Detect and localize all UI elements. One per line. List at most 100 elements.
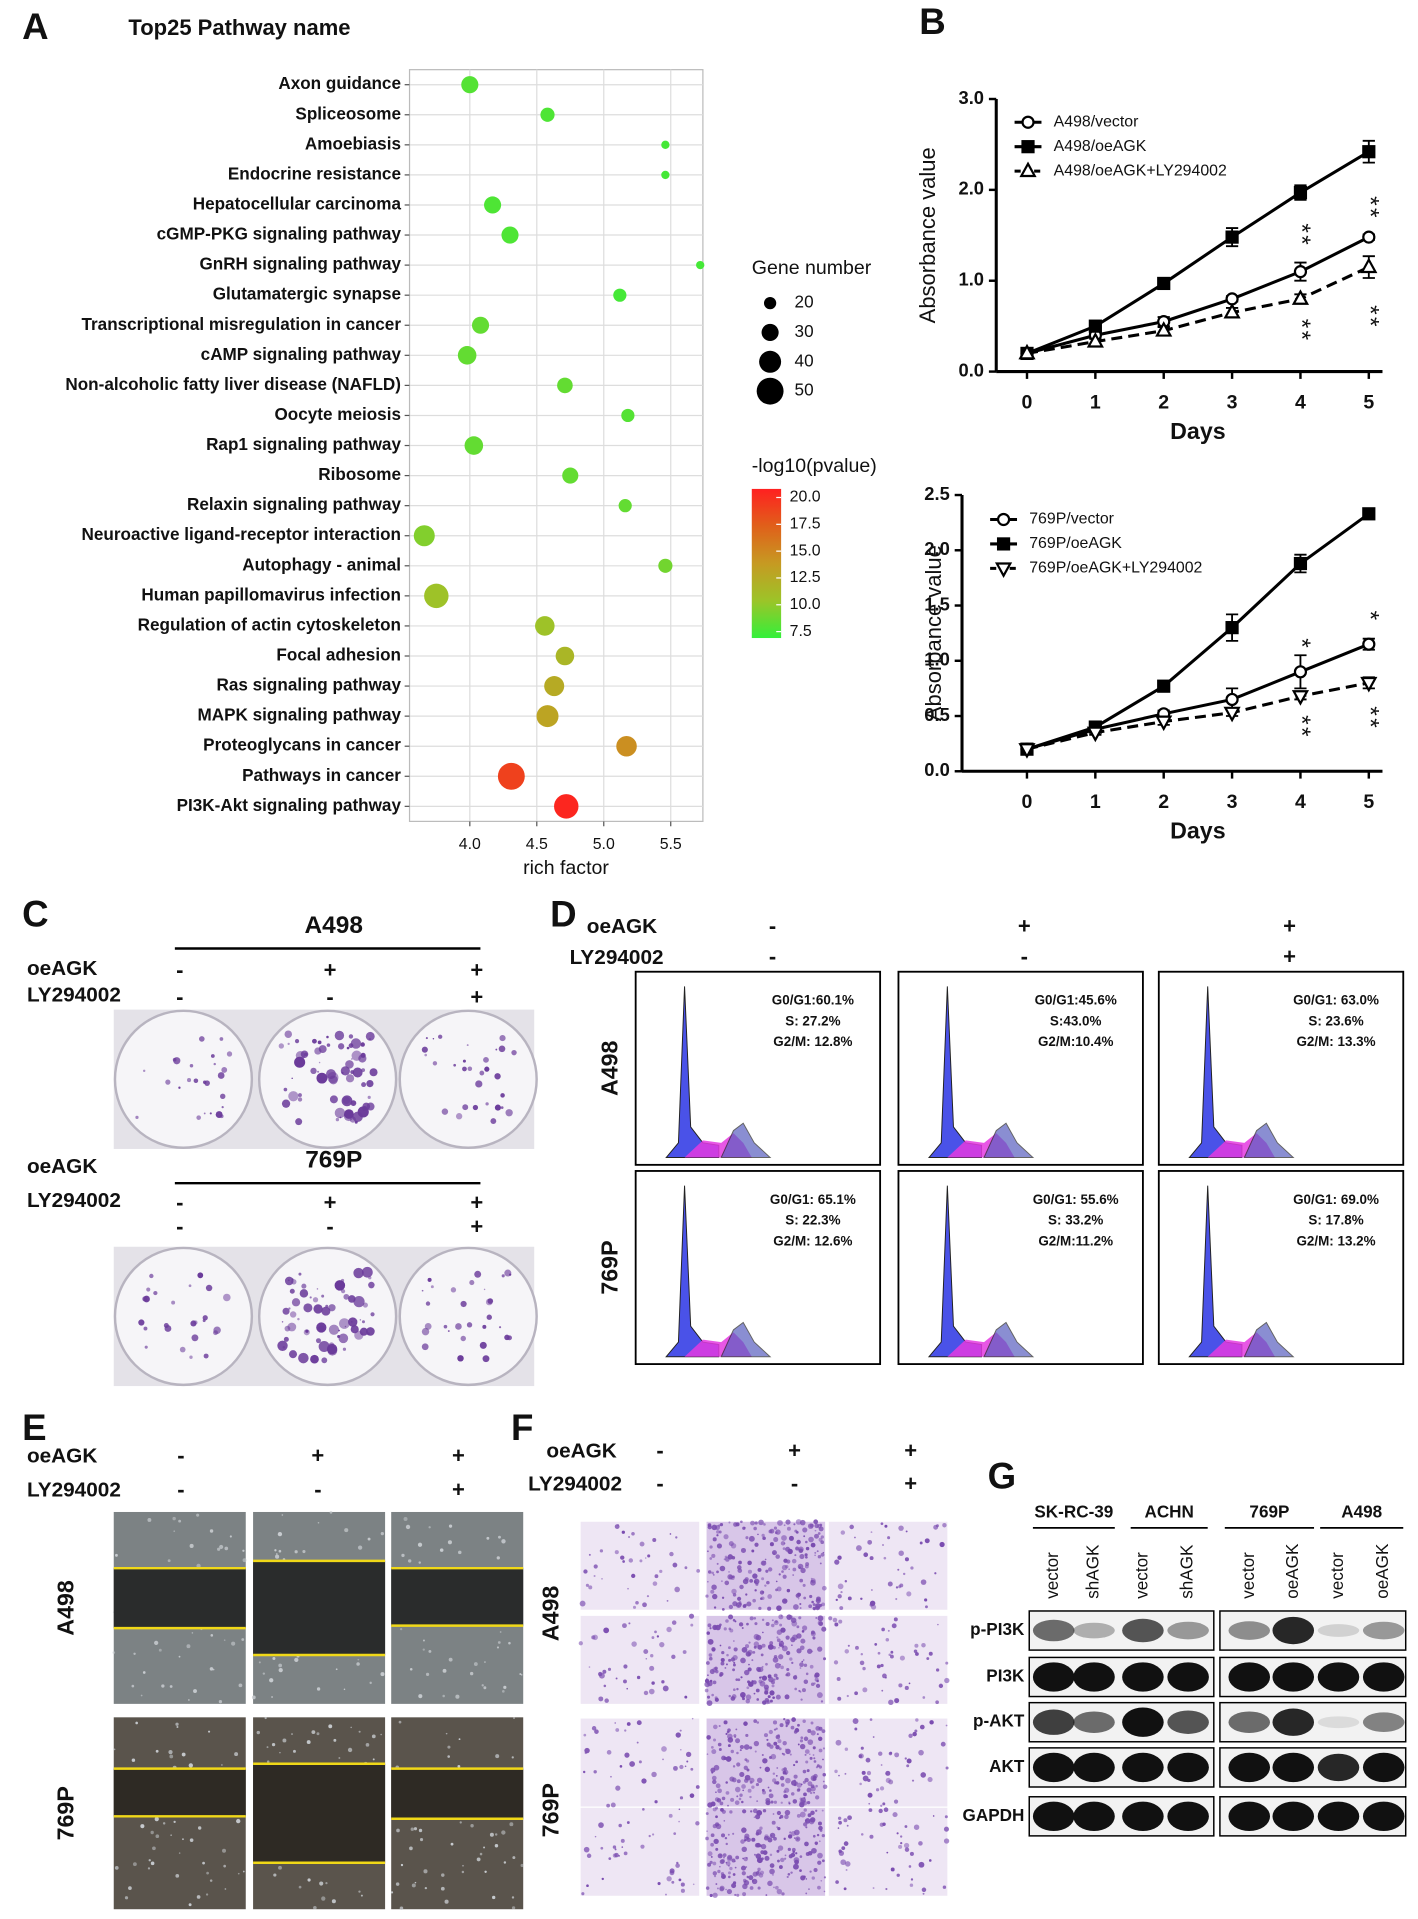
speck <box>783 1558 788 1563</box>
speck <box>772 1873 774 1876</box>
speck <box>797 1597 800 1600</box>
speck <box>500 1106 504 1110</box>
speck <box>741 1784 746 1789</box>
speck <box>749 1579 754 1583</box>
speck <box>154 1640 159 1646</box>
speck <box>317 1070 320 1073</box>
speck <box>744 1774 751 1781</box>
speck <box>505 1109 513 1117</box>
speck <box>773 1678 776 1681</box>
speck <box>479 1341 487 1349</box>
speck <box>760 1653 764 1657</box>
blot-band <box>1122 1662 1164 1692</box>
speck <box>209 1879 213 1882</box>
speck <box>811 1847 817 1854</box>
speck <box>803 1808 807 1812</box>
speck <box>847 1596 852 1601</box>
speck <box>258 1661 261 1664</box>
speck <box>787 1847 791 1852</box>
speck <box>869 1600 876 1607</box>
speck <box>709 1557 713 1560</box>
speck <box>226 1051 233 1057</box>
speck <box>910 1878 914 1881</box>
speck <box>928 1859 932 1862</box>
speck <box>142 1296 148 1302</box>
speck <box>624 1729 627 1732</box>
speck <box>193 1320 198 1325</box>
speck <box>721 1608 725 1611</box>
speck <box>837 1827 840 1829</box>
speck <box>790 1636 796 1643</box>
speck <box>669 1870 675 1876</box>
x-tick-label: 3 <box>1227 791 1238 813</box>
speck <box>175 1722 179 1726</box>
speck <box>799 1667 802 1669</box>
speck <box>796 1539 801 1545</box>
treatment-mark: + <box>470 958 483 983</box>
speck <box>915 1718 919 1722</box>
speck <box>818 1736 823 1741</box>
speck <box>712 1648 716 1652</box>
speck <box>713 1724 718 1730</box>
speck <box>586 1853 592 1859</box>
speck <box>753 1719 758 1723</box>
speck <box>720 1872 725 1876</box>
speck <box>713 1875 717 1878</box>
speck <box>752 1680 757 1685</box>
speck <box>175 1873 180 1878</box>
speck <box>191 1334 199 1342</box>
series-line <box>1026 265 1370 355</box>
speck <box>313 1905 317 1910</box>
speck <box>756 1698 760 1701</box>
speck <box>759 1680 766 1687</box>
blot-band <box>1272 1801 1315 1831</box>
speck <box>753 1616 757 1620</box>
y-tick-label: Spliceosome <box>295 104 401 123</box>
blot-band <box>1122 1752 1164 1783</box>
speck <box>777 1734 780 1737</box>
y-tick-label: Ras signaling pathway <box>217 676 402 695</box>
speck <box>734 1800 740 1805</box>
speck <box>759 1766 762 1769</box>
speck <box>722 1853 727 1857</box>
speck <box>169 1754 174 1759</box>
speck <box>798 1566 801 1569</box>
speck <box>772 1552 776 1555</box>
panel-label: C <box>22 893 48 934</box>
y-tick-label: Ribosome <box>318 465 401 484</box>
speck <box>790 1725 795 1730</box>
speck <box>887 1629 890 1632</box>
speck <box>882 1802 886 1806</box>
speck <box>748 1875 754 1881</box>
marker <box>1362 145 1376 159</box>
speck <box>852 1718 859 1724</box>
speck <box>781 1752 784 1755</box>
histogram-box <box>897 1170 1144 1365</box>
speck <box>812 1606 817 1611</box>
speck <box>775 1694 781 1700</box>
treatment-label: oeAGK <box>27 1444 97 1467</box>
speck <box>843 1818 848 1823</box>
speck <box>751 1785 755 1789</box>
speck <box>494 1104 501 1111</box>
speck <box>623 1664 628 1669</box>
speck <box>814 1672 820 1678</box>
speck <box>761 1753 764 1757</box>
speck <box>305 1329 309 1333</box>
speck <box>821 1834 825 1838</box>
speck <box>899 1655 905 1661</box>
speck <box>499 1631 502 1633</box>
speck <box>712 1892 718 1898</box>
speck <box>791 1620 798 1627</box>
y-tick-label: Endocrine resistance <box>228 164 401 183</box>
speck <box>807 1739 814 1745</box>
speck <box>578 1641 583 1646</box>
speck <box>302 1549 306 1554</box>
blot-band <box>1073 1622 1115 1639</box>
speck <box>395 1882 400 1886</box>
colorbar-title: -log10(pvalue) <box>752 455 877 477</box>
speck <box>316 1288 319 1290</box>
speck <box>817 1532 821 1535</box>
speck <box>800 1875 806 1881</box>
speck <box>843 1887 847 1891</box>
